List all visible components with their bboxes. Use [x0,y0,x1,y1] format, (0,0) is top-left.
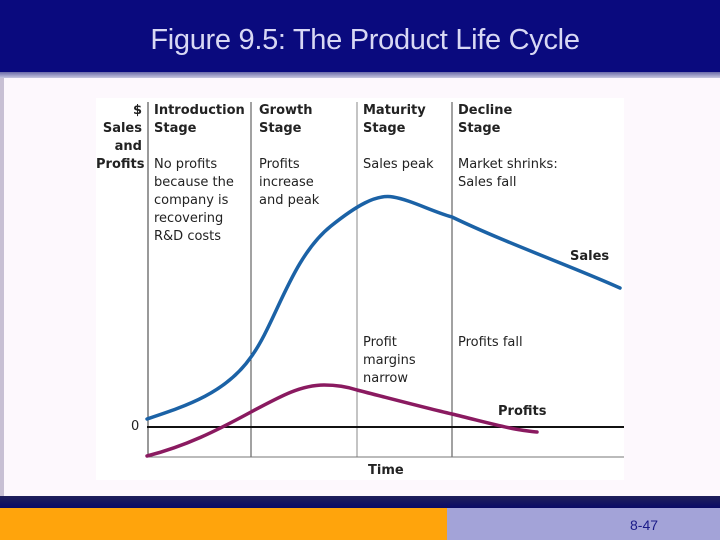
stage-note: Market shrinks: [458,157,558,172]
stage-name: Stage [363,121,406,136]
title-divider [0,72,720,78]
maturity-profit-note: Profit margins narrow [363,334,416,388]
footer-orange-bar [0,508,447,540]
y-axis-label-line: $ [132,103,142,118]
decline-profit-note: Profits fall [458,334,523,352]
stage-note: Profits [259,157,300,172]
stage-name: Growth [259,103,313,118]
title-bar [0,0,720,72]
stage-note: R&D costs [154,229,222,244]
stage-name: Stage [259,121,302,136]
sales-series-label: Sales [570,249,610,264]
footer-lavender-bar [447,508,720,540]
stage-note: Profits fall [458,335,523,350]
stage-note: because the [154,175,234,190]
slide-title: Figure 9.5: The Product Life Cycle [150,24,580,56]
x-axis-label: Time [368,463,404,478]
page-number: 8-47 [630,517,659,533]
zero-label: 0 [131,419,140,434]
stage-introduction: Introduction Stage No profits because th… [154,102,245,246]
y-axis-label-line: Sales [102,121,142,136]
stage-name: Stage [458,121,501,136]
y-axis-label-line: Profits [96,157,145,172]
profits-curve [145,383,539,458]
profits-series-label: Profits [498,404,547,419]
stage-note: increase [259,175,314,190]
stage-note: No profits [154,157,218,172]
stage-note: Profit [363,335,397,350]
stage-note: narrow [363,371,408,386]
footer-band [0,496,720,508]
stage-name: Maturity [363,103,426,118]
stage-note: Sales peak [363,157,434,172]
diagram-canvas [145,102,624,458]
product-life-cycle-diagram: $ Sales and Profits 0 Introduction Stage… [96,98,624,480]
stage-decline: Decline Stage Market shrinks: Sales fall [458,102,558,192]
slide-left-edge [0,78,4,498]
stage-maturity: Maturity Stage Sales peak [363,102,433,174]
stage-note: company is [154,193,229,208]
sales-curve [145,194,622,421]
stage-note: recovering [154,211,224,226]
stage-note: margins [363,353,416,368]
stage-growth: Growth Stage Profits increase and peak [259,102,319,210]
stage-note: and peak [259,193,320,208]
stage-name: Decline [458,103,513,118]
stage-name: Stage [154,121,197,136]
y-axis-label-line: and [114,139,142,154]
y-axis-label: $ Sales and Profits [96,102,145,174]
stage-note: Sales fall [458,175,517,190]
stage-name: Introduction [154,103,245,118]
